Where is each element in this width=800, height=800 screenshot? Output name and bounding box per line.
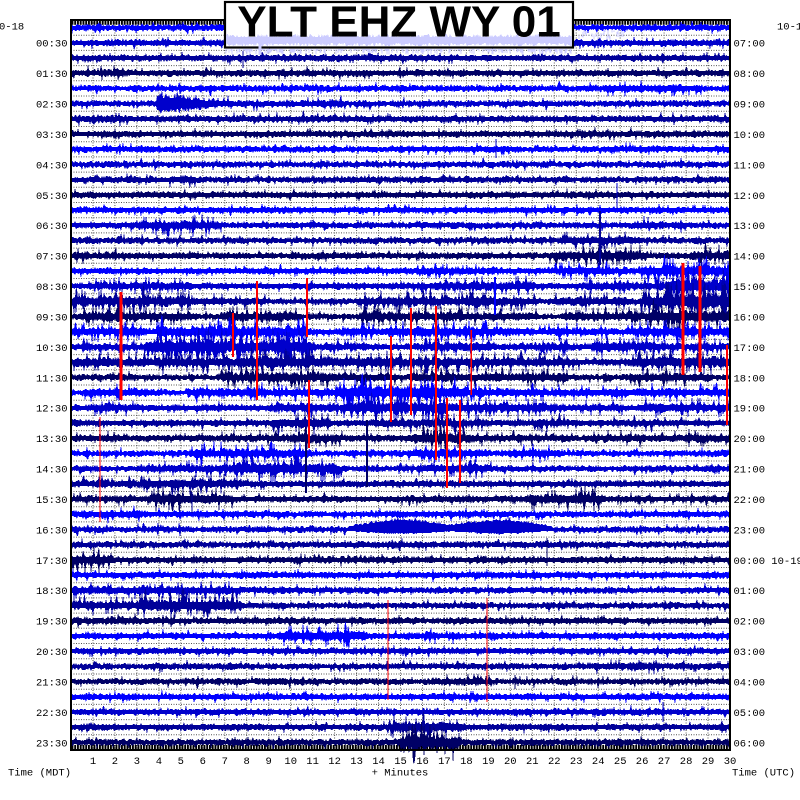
svg-text:05:00: 05:00: [734, 708, 766, 720]
svg-text:3: 3: [134, 756, 140, 768]
svg-text:10: 10: [284, 756, 297, 768]
svg-text:23:00: 23:00: [734, 525, 766, 537]
svg-text:Time (UTC): Time (UTC): [732, 768, 795, 780]
svg-text:9: 9: [266, 756, 272, 768]
svg-text:17: 17: [438, 756, 451, 768]
svg-text:08:30: 08:30: [36, 282, 68, 294]
svg-text:08:00: 08:00: [734, 69, 766, 81]
svg-text:23:30: 23:30: [36, 738, 68, 750]
svg-text:20:30: 20:30: [36, 647, 68, 659]
svg-text:2: 2: [112, 756, 118, 768]
svg-text:YLT EHZ WY 01: YLT EHZ WY 01: [237, 0, 561, 47]
svg-text:07:00: 07:00: [734, 39, 766, 51]
svg-text:03:30: 03:30: [36, 130, 68, 142]
svg-text:18:00: 18:00: [734, 373, 766, 385]
svg-text:24: 24: [592, 756, 605, 768]
svg-text:14: 14: [372, 756, 385, 768]
svg-text:17:30: 17:30: [36, 556, 68, 568]
svg-text:16:30: 16:30: [36, 525, 68, 537]
svg-text:26: 26: [636, 756, 649, 768]
svg-text:02:30: 02:30: [36, 100, 68, 112]
svg-text:05:30: 05:30: [36, 191, 68, 203]
svg-text:22:30: 22:30: [36, 708, 68, 720]
svg-text:12: 12: [328, 756, 341, 768]
svg-text:12:00: 12:00: [734, 191, 766, 203]
svg-text:13:30: 13:30: [36, 434, 68, 446]
svg-text:25: 25: [614, 756, 627, 768]
svg-text:+ Minutes: + Minutes: [372, 768, 429, 780]
svg-text:12:30: 12:30: [36, 404, 68, 416]
svg-text:29: 29: [702, 756, 715, 768]
svg-text:07:30: 07:30: [36, 252, 68, 264]
svg-text:22:00: 22:00: [734, 495, 766, 507]
svg-text:5: 5: [178, 756, 184, 768]
svg-text:22: 22: [548, 756, 561, 768]
svg-text:19: 19: [482, 756, 495, 768]
svg-text:28: 28: [680, 756, 693, 768]
svg-text:6: 6: [200, 756, 206, 768]
svg-text:01:00: 01:00: [734, 586, 766, 598]
svg-text:15: 15: [394, 756, 407, 768]
svg-text:00:30: 00:30: [36, 39, 68, 51]
svg-text:19:30: 19:30: [36, 617, 68, 629]
svg-text:13: 13: [350, 756, 363, 768]
svg-text:10:30: 10:30: [36, 343, 68, 355]
svg-text:10:00: 10:00: [734, 130, 766, 142]
svg-text:11:30: 11:30: [36, 373, 68, 385]
svg-text:18:30: 18:30: [36, 586, 68, 598]
svg-text:15:00: 15:00: [734, 282, 766, 294]
svg-text:1: 1: [90, 756, 96, 768]
svg-text:21: 21: [526, 756, 539, 768]
svg-text:16:00: 16:00: [734, 313, 766, 325]
svg-text:10-18: 10-18: [777, 22, 800, 34]
svg-text:09:30: 09:30: [36, 313, 68, 325]
svg-text:4: 4: [156, 756, 162, 768]
svg-text:18: 18: [460, 756, 473, 768]
svg-text:14:00: 14:00: [734, 252, 766, 264]
svg-text:03:00: 03:00: [734, 647, 766, 659]
svg-text:01:30: 01:30: [36, 69, 68, 81]
svg-text:21:00: 21:00: [734, 465, 766, 477]
svg-text:11:00: 11:00: [734, 160, 766, 172]
svg-text:8: 8: [244, 756, 250, 768]
svg-text:00:00 10-19: 00:00 10-19: [734, 556, 800, 568]
svg-text:14:30: 14:30: [36, 465, 68, 477]
svg-text:Time (MDT): Time (MDT): [8, 768, 71, 780]
svg-text:21:30: 21:30: [36, 678, 68, 690]
svg-text:09:00: 09:00: [734, 100, 766, 112]
svg-text:19:00: 19:00: [734, 404, 766, 416]
svg-text:11: 11: [306, 756, 319, 768]
svg-text:20: 20: [504, 756, 517, 768]
svg-text:04:30: 04:30: [36, 160, 68, 172]
svg-text:23: 23: [570, 756, 583, 768]
svg-text:30: 30: [724, 756, 737, 768]
svg-text:0-18: 0-18: [0, 22, 24, 34]
svg-text:06:00: 06:00: [734, 738, 766, 750]
svg-text:17:00: 17:00: [734, 343, 766, 355]
svg-text:15:30: 15:30: [36, 495, 68, 507]
svg-text:27: 27: [658, 756, 671, 768]
svg-text:7: 7: [222, 756, 228, 768]
svg-text:20:00: 20:00: [734, 434, 766, 446]
svg-text:02:00: 02:00: [734, 617, 766, 629]
svg-text:04:00: 04:00: [734, 678, 766, 690]
svg-text:16: 16: [416, 756, 429, 768]
svg-text:06:30: 06:30: [36, 221, 68, 233]
svg-text:13:00: 13:00: [734, 221, 766, 233]
